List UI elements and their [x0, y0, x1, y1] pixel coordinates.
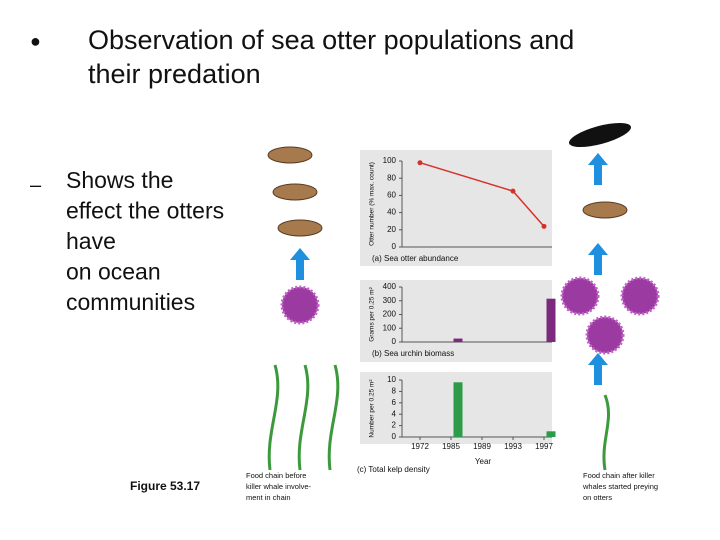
x-tick-label: 1972 [411, 442, 429, 451]
chart-caption: (a) Sea otter abundance [372, 254, 459, 263]
y-tick-label: 0 [392, 242, 397, 251]
urchin [620, 276, 660, 316]
illustrations [267, 122, 660, 471]
y-tick-label: 400 [383, 282, 397, 291]
y-tick-label: 0 [392, 432, 397, 441]
y-tick-label: 6 [392, 398, 397, 407]
caption-right: whales started preying [582, 482, 658, 491]
y-tick-label: 10 [387, 375, 396, 384]
dash: – [30, 174, 42, 196]
point [510, 188, 516, 194]
y-tick-label: 100 [383, 323, 397, 332]
y-tick-label: 20 [387, 225, 396, 234]
panel [360, 280, 552, 362]
kelp [327, 364, 340, 471]
y-tick-label: 60 [387, 191, 396, 200]
x-tick-label: 1989 [473, 442, 491, 451]
point-line: Shows the [66, 167, 173, 193]
caption-right: Food chain after killer [583, 471, 655, 480]
otter [582, 201, 628, 219]
y-axis-label: Grams per 0.25 m² [369, 286, 376, 341]
urchin [585, 315, 625, 355]
bar [453, 338, 463, 342]
otter [272, 183, 318, 201]
y-tick-label: 8 [392, 387, 397, 396]
caption-right: on otters [583, 493, 612, 502]
point-line: have [66, 228, 116, 254]
y-axis-label: Number per 0.25 m² [369, 379, 376, 438]
arrow [588, 153, 608, 185]
point-line: on ocean [66, 259, 161, 285]
figure-label: Figure 53.17 [130, 479, 200, 493]
x-axis-label: Year [475, 457, 492, 466]
y-tick-label: 100 [383, 156, 397, 165]
y-tick-label: 80 [387, 173, 396, 182]
y-axis-label: Otter number (% max. count) [369, 162, 376, 246]
x-tick-label: 1985 [442, 442, 460, 451]
kelp [602, 394, 610, 471]
arrow [588, 243, 608, 275]
kelp [297, 364, 310, 471]
urchin [280, 285, 320, 325]
otter [267, 146, 313, 164]
y-tick-label: 300 [383, 296, 397, 305]
title-line: Observation of sea otter populations and [88, 25, 574, 55]
y-tick-label: 2 [392, 421, 397, 430]
y-tick-label: 40 [387, 208, 396, 217]
otter [277, 219, 323, 237]
arrow [588, 353, 608, 385]
arrow [290, 248, 310, 280]
point-line: effect the otters [66, 198, 224, 224]
bar [546, 431, 556, 437]
point-line: communities [66, 289, 195, 315]
bar [546, 298, 556, 342]
y-tick-label: 200 [383, 310, 397, 319]
caption-left: killer whale involve- [246, 482, 312, 491]
y-tick-label: 0 [392, 337, 397, 346]
title-line: their predation [88, 59, 261, 89]
chart-caption: (b) Sea urchin biomass [372, 349, 454, 358]
chart-caption: (c) Total kelp density [357, 465, 430, 474]
x-tick-label: 1993 [504, 442, 522, 451]
caption-left: ment in chain [246, 493, 291, 502]
urchin [560, 276, 600, 316]
bar [453, 382, 463, 437]
kelp [267, 364, 280, 471]
bullet: ● [30, 31, 41, 51]
y-tick-label: 4 [392, 409, 397, 418]
whale [569, 122, 631, 148]
point [417, 160, 423, 166]
caption-left: Food chain before [246, 471, 306, 480]
point [541, 223, 547, 229]
x-tick-label: 1997 [535, 442, 553, 451]
